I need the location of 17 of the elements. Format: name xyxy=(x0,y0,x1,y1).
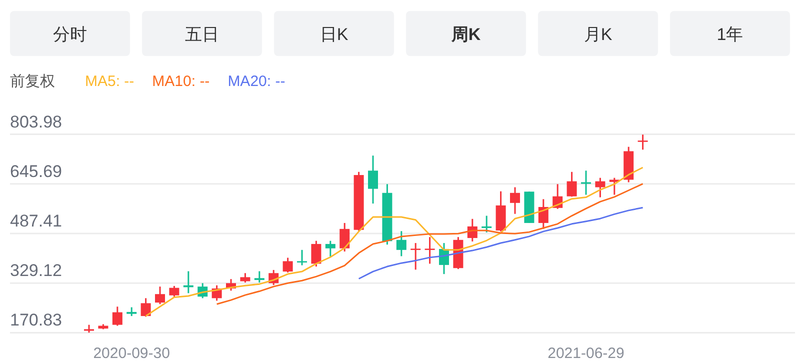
x-tick-label: 2020-09-30 xyxy=(93,345,170,362)
tab: 五日 xyxy=(142,11,262,56)
y-tick-label: 170.83 xyxy=(10,310,62,330)
text: MA20: -- xyxy=(228,73,286,90)
tab: 日K xyxy=(274,11,394,56)
tab: 1年 xyxy=(670,11,790,56)
text: MA10: -- xyxy=(152,73,210,90)
x-tick-label: 2021-06-29 xyxy=(548,345,624,362)
y-tick-label: 329.12 xyxy=(10,261,62,280)
y-tick-label: 487.41 xyxy=(10,212,62,230)
tab: 周K xyxy=(406,11,526,56)
y-tick-label: 645.69 xyxy=(10,162,62,181)
legend-title: 前复权 xyxy=(10,73,55,90)
y-tick-label: 803.98 xyxy=(10,112,62,132)
tab: 分时 xyxy=(10,11,130,56)
tab: 月K xyxy=(538,11,658,56)
text: MA5: -- xyxy=(85,73,134,90)
